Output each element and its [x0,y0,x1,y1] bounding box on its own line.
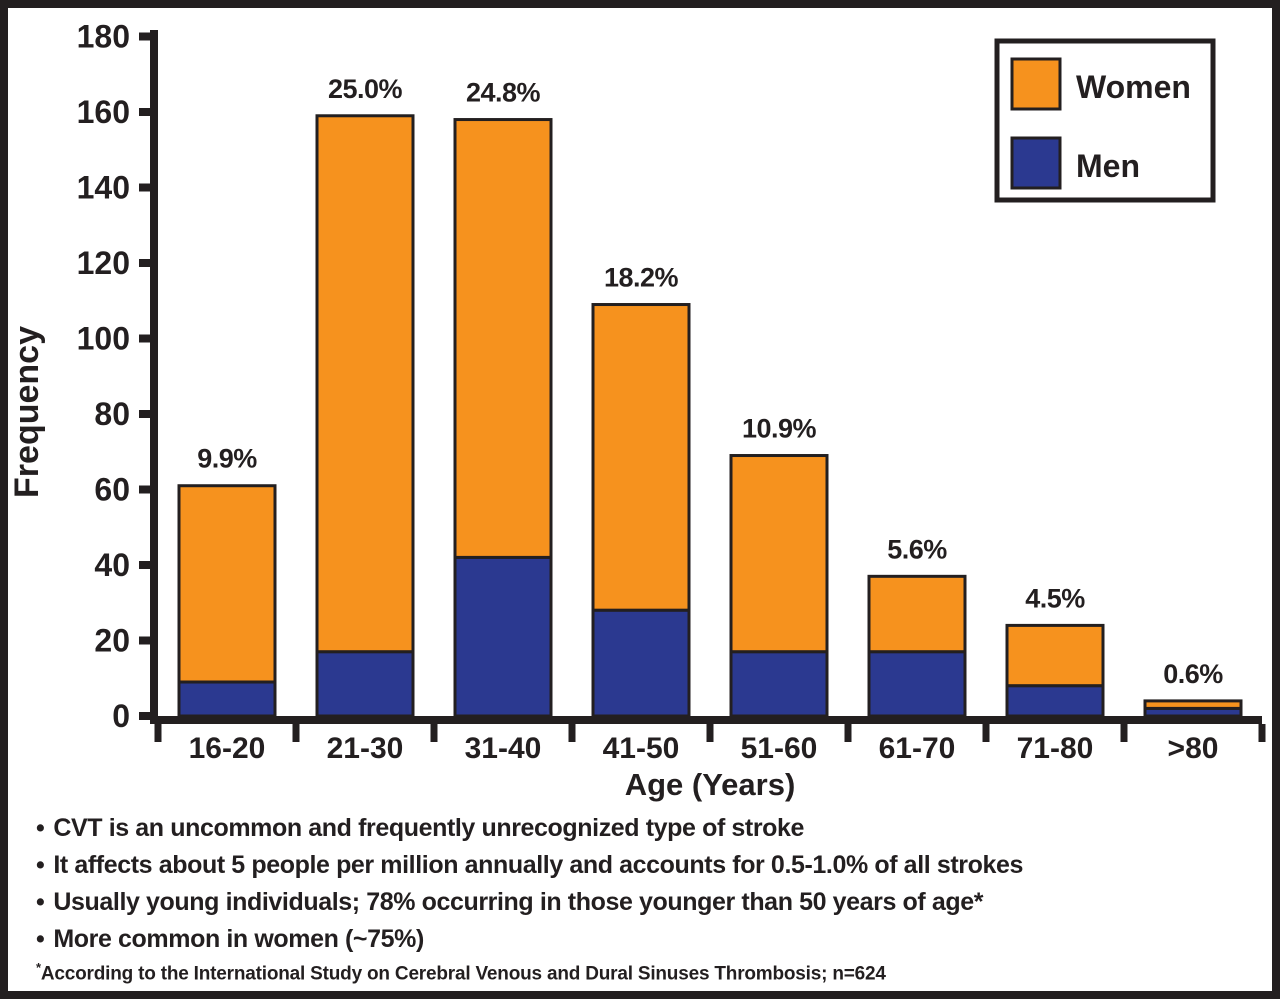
notes-block: • CVT is an uncommon and frequently unrec… [36,810,1023,958]
bar-segment-men [1143,706,1243,718]
x-tick-label: 21-30 [327,732,404,765]
bar-segment-men [729,650,829,718]
y-tick [139,259,158,267]
bullet-glyph: • [36,925,45,953]
x-tick-label: 51-60 [741,732,818,765]
y-tick-label: 60 [94,472,130,508]
y-tick [139,561,158,569]
x-tick [430,724,438,742]
bar-segment-women [453,118,553,559]
y-tick-label: 20 [94,623,130,659]
y-tick [139,636,158,645]
bar-group-41-50: 18.2% 41-50 [591,263,691,765]
legend: Women Men [994,38,1216,203]
bar-percent-label: 18.2% [604,263,679,293]
legend-label-men: Men [1076,148,1140,184]
y-tick-label: 80 [94,396,130,432]
x-tick-label: 61-70 [879,732,956,765]
bullet-text-cvt-uncommon: CVT is an uncommon and frequently unreco… [53,814,805,842]
footnote: *According to the International Study on… [36,960,886,985]
bar-segment-men [867,650,967,718]
bullet-line: • Usually young individuals; 78% occurrin… [36,884,1023,921]
y-tick-label: 40 [94,547,130,583]
footnote-marker: * [36,960,41,975]
y-tick [139,410,158,418]
bullet-line: • It affects about 5 people per million a… [36,847,1023,884]
bar-segment-women [177,484,277,684]
y-tick [139,32,158,41]
legend-swatch-women [1010,57,1062,111]
bar-percent-label: 9.9% [197,444,257,474]
bar-group-51-60: 10.9% 51-60 [729,414,829,765]
bar-segment-women [867,574,967,654]
x-tick [1120,724,1128,742]
y-tick-label: 180 [77,19,130,55]
y-tick-label: 0 [112,698,130,734]
bar-group-21-30: 25.0% 21-30 [315,74,415,765]
bullet-line: • CVT is an uncommon and frequently unrec… [36,810,1023,847]
x-tick [706,724,714,742]
y-tick [139,108,158,116]
bar-segment-women [1005,623,1105,688]
bullet-glyph: • [36,814,45,842]
y-tick-label: 120 [77,245,130,281]
bar-group->80: 0.6% >80 [1143,659,1243,765]
bar-segment-women [591,303,691,612]
bullet-glyph: • [36,888,45,916]
y-tick [139,183,158,192]
bar-segment-women [729,454,829,654]
y-axis-title: Frequency [8,326,46,498]
bar-segment-men [591,608,691,718]
cvt-age-frequency-chart: 0 20 40 60 80 100 120 140 160 180 9.9% 16-20 25.0% 21… [8,19,1266,802]
bar-group-71-80: 4.5% 71-80 [1005,583,1105,765]
footnote-text: According to the International Study on … [40,963,886,985]
y-tick [139,712,158,720]
y-axis-line [150,30,158,724]
x-axis-title: Age (Years) [625,767,796,802]
bar-segment-men [177,680,277,718]
y-tick-label: 100 [77,321,130,357]
x-tick [154,724,162,742]
bullet-text-incidence: It affects about 5 people per million an… [53,851,1023,879]
x-tick [292,724,300,742]
x-tick-label: 71-80 [1017,732,1094,765]
x-tick-label: 31-40 [465,732,542,765]
x-tick-label: >80 [1168,732,1219,765]
x-tick [568,724,576,742]
bar-percent-label: 25.0% [328,74,403,104]
x-axis-line [150,716,1262,724]
bar-percent-label: 4.5% [1025,583,1085,613]
bar-segment-men [1005,684,1105,718]
y-tick-label: 140 [77,170,130,206]
x-tick-label: 41-50 [603,732,680,765]
bar-percent-label: 0.6% [1163,659,1223,689]
x-tick [982,724,990,742]
legend-swatch-men [1010,136,1062,190]
legend-label-women: Women [1076,69,1191,105]
bullet-text-women-majority: More common in women (~75%) [53,925,424,953]
bar-group-16-20: 9.9% 16-20 [177,444,277,765]
bar-segment-women [315,114,415,654]
y-tick-label: 160 [77,94,130,130]
y-tick [139,485,158,494]
bullet-line: • More common in women (~75%) [36,921,1023,958]
bar-group-61-70: 5.6% 61-70 [867,534,967,765]
x-tick-label: 16-20 [189,732,266,765]
bar-percent-label: 5.6% [887,534,947,564]
x-tick [844,724,852,742]
bar-percent-label: 24.8% [466,78,541,108]
bullet-glyph: • [36,851,45,879]
bullet-text-young-individuals: Usually young individuals; 78% occurring… [53,888,984,916]
bar-percent-label: 10.9% [742,414,817,444]
bar-segment-men [453,555,553,718]
x-tick [1258,724,1266,742]
bar-segment-men [315,650,415,718]
bar-group-31-40: 24.8% 31-40 [453,78,553,765]
y-tick [139,334,158,343]
